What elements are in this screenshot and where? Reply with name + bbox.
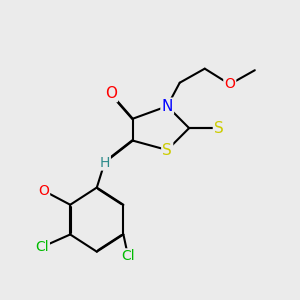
- Text: S: S: [214, 121, 224, 136]
- Text: O: O: [38, 184, 49, 198]
- Text: O: O: [105, 86, 117, 101]
- Text: N: N: [161, 99, 173, 114]
- Text: Cl: Cl: [35, 240, 49, 254]
- Text: S: S: [162, 142, 172, 158]
- Text: O: O: [224, 77, 235, 91]
- Text: Cl: Cl: [121, 249, 135, 263]
- Text: H: H: [99, 155, 110, 170]
